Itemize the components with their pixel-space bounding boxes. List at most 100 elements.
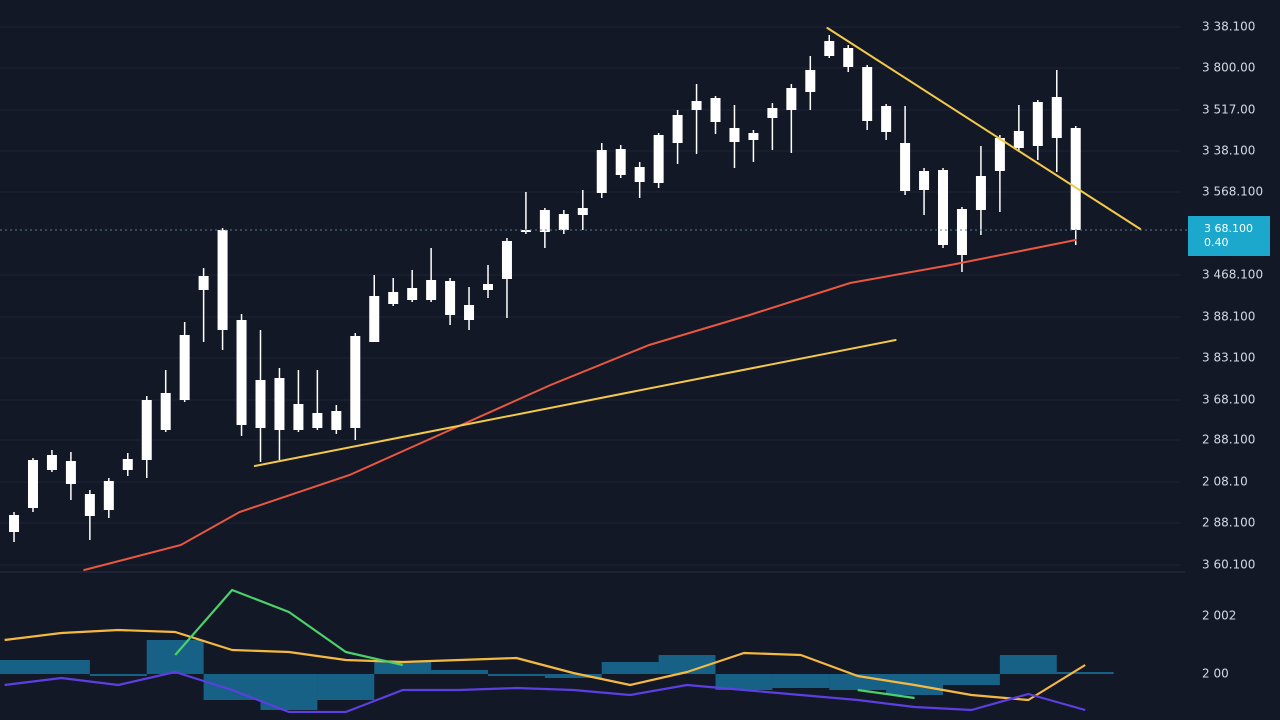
candle-body bbox=[786, 88, 797, 110]
candle-body bbox=[312, 413, 323, 428]
y-tick-label: 3 38.100 bbox=[1202, 144, 1255, 158]
histogram-bar bbox=[146, 640, 204, 674]
y-tick-label: 3 517.00 bbox=[1202, 103, 1255, 117]
candle-body bbox=[862, 67, 873, 121]
histogram-bar bbox=[32, 660, 90, 674]
histogram-bar bbox=[544, 674, 602, 678]
candle-body bbox=[748, 133, 759, 140]
histogram-bar bbox=[89, 674, 147, 676]
candle-body bbox=[710, 98, 721, 122]
histogram-bar bbox=[317, 674, 375, 700]
candle-body bbox=[65, 461, 76, 484]
candle-body bbox=[1032, 102, 1043, 146]
histogram-bar bbox=[374, 662, 432, 674]
candle-body bbox=[1013, 131, 1024, 148]
y-tick-label: 3 468.100 bbox=[1202, 268, 1263, 282]
candle-body bbox=[975, 176, 986, 210]
y-tick-label: 2 00 bbox=[1202, 667, 1229, 681]
candle-body bbox=[27, 460, 38, 508]
histogram-bar bbox=[601, 662, 659, 674]
candle-body bbox=[843, 48, 854, 67]
histogram-bar bbox=[203, 674, 261, 700]
candle-body bbox=[501, 241, 512, 279]
candle-body bbox=[350, 336, 361, 428]
y-tick-label: 3 60.100 bbox=[1202, 558, 1255, 572]
candle-body bbox=[994, 138, 1005, 171]
last-price-change: 0.40 bbox=[1204, 236, 1229, 249]
y-tick-label: 3 800.00 bbox=[1202, 61, 1255, 75]
candle-body bbox=[691, 101, 702, 110]
candle-body bbox=[388, 292, 399, 304]
candle-body bbox=[198, 276, 209, 290]
overlay-line bbox=[826, 27, 1142, 230]
candle-body bbox=[919, 171, 930, 190]
candle-body bbox=[900, 143, 911, 191]
histogram-bar bbox=[1056, 672, 1114, 674]
candle-body bbox=[634, 167, 645, 182]
indicator-line bbox=[4, 670, 1086, 714]
candle-body bbox=[938, 170, 949, 245]
y-tick-label: 3 568.100 bbox=[1202, 185, 1263, 199]
candle-body bbox=[293, 404, 304, 430]
candle-body bbox=[805, 70, 816, 92]
y-tick-label: 3 88.100 bbox=[1202, 310, 1255, 324]
candle-body bbox=[596, 150, 607, 193]
histogram-bar bbox=[658, 655, 716, 674]
candle-body bbox=[84, 494, 95, 516]
histogram-bar bbox=[943, 674, 1000, 685]
candle-body bbox=[729, 128, 740, 142]
candle-body bbox=[9, 515, 20, 532]
candle-body bbox=[274, 378, 285, 430]
candle-body bbox=[520, 230, 531, 232]
last-price-label: 3 68.100 bbox=[1204, 222, 1253, 235]
candle-body bbox=[426, 280, 437, 300]
candle-body bbox=[255, 380, 266, 428]
indicator-line bbox=[174, 588, 915, 700]
histogram-bar bbox=[431, 670, 489, 674]
y-tick-label: 3 38.100 bbox=[1202, 20, 1255, 34]
candle-body bbox=[331, 411, 342, 430]
candle-body bbox=[558, 214, 569, 230]
overlay-line bbox=[253, 339, 897, 467]
indicator-line bbox=[4, 628, 1086, 702]
candle-body bbox=[217, 230, 228, 330]
candle-body bbox=[824, 41, 835, 56]
candle-body bbox=[160, 393, 171, 430]
candle-body bbox=[653, 135, 664, 183]
candle-body bbox=[464, 305, 475, 320]
histogram-bar bbox=[488, 674, 545, 676]
last-price-badge bbox=[1188, 216, 1270, 256]
histogram-bar bbox=[999, 655, 1057, 674]
histogram-bar bbox=[772, 674, 830, 688]
candle-body bbox=[122, 459, 133, 470]
histogram-bar bbox=[715, 674, 773, 690]
candle-body bbox=[577, 208, 588, 215]
candle-body bbox=[1070, 128, 1081, 230]
candle-body bbox=[141, 400, 152, 460]
candle-body bbox=[672, 115, 683, 143]
y-tick-label: 2 88.100 bbox=[1202, 516, 1255, 530]
histogram-bar bbox=[0, 660, 33, 674]
candle-body bbox=[179, 335, 190, 400]
y-tick-label: 2 08.10 bbox=[1202, 475, 1248, 489]
y-tick-label: 2 88.100 bbox=[1202, 433, 1255, 447]
candle-body bbox=[1051, 97, 1062, 138]
y-tick-label: 2 002 bbox=[1202, 609, 1236, 623]
candle-body bbox=[483, 284, 494, 290]
candle-body bbox=[881, 106, 892, 132]
candle-body bbox=[236, 320, 247, 425]
candle-body bbox=[767, 108, 778, 118]
candle-body bbox=[956, 209, 967, 255]
candle-body bbox=[445, 281, 456, 315]
candle-body bbox=[615, 149, 626, 175]
overlay-line bbox=[83, 239, 1077, 571]
candle-body bbox=[369, 296, 380, 342]
candle-body bbox=[407, 288, 418, 300]
candle-body bbox=[46, 455, 57, 470]
candle-body bbox=[103, 481, 114, 510]
candle-body bbox=[539, 210, 550, 232]
y-tick-label: 3 83.100 bbox=[1202, 351, 1255, 365]
y-tick-label: 3 68.100 bbox=[1202, 393, 1255, 407]
